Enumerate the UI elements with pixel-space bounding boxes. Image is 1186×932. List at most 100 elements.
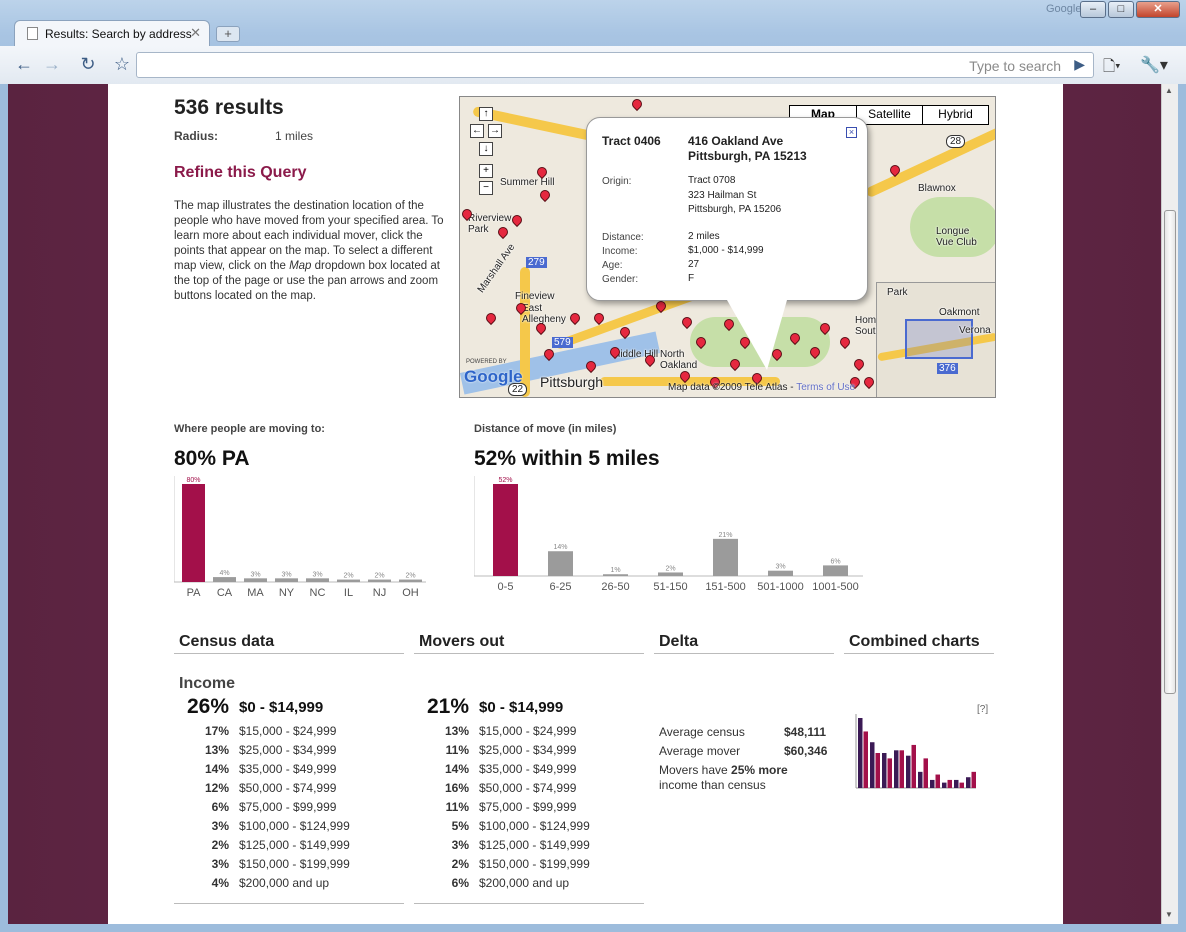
bookmark-star-icon[interactable]: ☆	[113, 54, 131, 74]
map-type-satellite[interactable]: Satellite	[856, 106, 922, 124]
info-gender: F	[688, 273, 695, 284]
census-top-range: $0 - $14,999	[239, 699, 324, 716]
bar	[823, 565, 848, 576]
movers-income-pct: 3%	[451, 838, 469, 852]
help-link[interactable]: [?]	[977, 704, 989, 715]
pan-right-icon[interactable]: →	[488, 124, 502, 138]
bar-value-label: 3%	[250, 571, 260, 578]
census-income-pct: 3%	[211, 857, 229, 871]
route-shield: 22	[508, 383, 528, 396]
category-label: NJ	[373, 587, 386, 599]
map-marker[interactable]	[861, 374, 877, 390]
go-arrow-icon[interactable]: ▶	[1074, 56, 1085, 72]
info-origin: Tract 0708 323 Hailman St Pittsburgh, PA…	[688, 174, 781, 218]
info-income: $1,000 - $14,999	[688, 245, 764, 256]
scroll-up-arrow-icon[interactable]: ▲	[1165, 86, 1173, 95]
delta-summary-post: income than census	[659, 778, 766, 792]
movers-bottom-rule	[414, 903, 644, 904]
maximize-button[interactable]: □	[1108, 1, 1134, 18]
map-label: Pittsburgh	[540, 374, 604, 390]
refine-query-link[interactable]: Refine this Query	[174, 164, 307, 181]
omnibox-hint: Type to search	[969, 58, 1061, 74]
google-watermark: Google	[1046, 3, 1082, 15]
map-label: Summer Hill	[500, 177, 555, 188]
distance-bar-chart: 52% 0-5 14% 6-25 1% 26-50 2% 51-150 21% 151-500 3%…	[474, 476, 863, 593]
combined-bar	[911, 744, 916, 788]
tab-close-icon[interactable]: ✕	[190, 25, 201, 40]
census-income-pct: 3%	[211, 819, 229, 833]
route-shield: 28	[946, 135, 966, 148]
info-age-label: Age:	[602, 260, 623, 271]
pan-down-icon[interactable]: ↓	[479, 142, 493, 156]
pan-left-icon[interactable]: ←	[470, 124, 484, 138]
bar-value-label: 2%	[374, 573, 384, 580]
close-window-button[interactable]: ✕	[1136, 1, 1180, 18]
scrollbar-thumb[interactable]	[1164, 210, 1176, 694]
combined-bar	[858, 718, 863, 788]
radius-value: 1 miles	[275, 129, 314, 143]
browser-toolbar: ← → ↻ ☆ Type to search ▶ 🗋▾ 🔧▾	[0, 46, 1186, 84]
results-count: 536 results	[174, 96, 284, 119]
minimize-button[interactable]: –	[1080, 1, 1106, 18]
zoom-in-icon[interactable]: +	[479, 164, 493, 178]
bar	[768, 570, 793, 576]
bar	[182, 484, 205, 582]
vertical-scrollbar[interactable]: ▲ ▼	[1161, 84, 1178, 924]
pan-up-icon[interactable]: ↑	[479, 107, 493, 121]
bar	[399, 579, 422, 582]
map-label: Verona	[959, 325, 991, 336]
new-tab-button[interactable]: +	[216, 26, 240, 42]
map[interactable]: Map Satellite Hybrid ↑ ← → ↓ + − Summer …	[459, 96, 996, 398]
highway-shield: 579	[552, 337, 573, 348]
delta-summary: Movers have 25% more income than census	[659, 763, 839, 793]
census-income-pct: 13%	[204, 743, 229, 757]
movers-top-range: $0 - $14,999	[479, 699, 564, 716]
browser-tab[interactable]: Results: Search by address ✕	[14, 20, 210, 46]
info-close-icon[interactable]: ×	[846, 127, 857, 138]
bar	[658, 572, 683, 576]
map-label: Longue Vue Club	[936, 226, 977, 248]
info-origin-line: 323 Hailman St	[688, 189, 757, 201]
map-marker[interactable]	[629, 97, 645, 112]
map-type-hybrid[interactable]: Hybrid	[922, 106, 988, 124]
combined-bar-chart	[855, 714, 976, 789]
google-logo[interactable]: Google	[464, 367, 523, 386]
movers-income-pct: 11%	[445, 800, 469, 814]
info-distance: 2 miles	[688, 231, 720, 242]
category-label: NC	[310, 587, 326, 599]
map-marker[interactable]	[679, 314, 695, 330]
wrench-menu-icon[interactable]: 🔧▾	[1140, 57, 1168, 74]
scroll-down-arrow-icon[interactable]: ▼	[1165, 910, 1173, 919]
overview-viewport-box[interactable]	[905, 319, 973, 359]
avg-mover-label: Average mover	[659, 744, 741, 758]
road	[520, 267, 530, 397]
description-map-word: Map	[289, 260, 312, 272]
bar-value-label: 2%	[343, 573, 353, 580]
delta-column-title: Delta	[654, 633, 834, 654]
census-income-range: $25,000 - $34,999	[239, 743, 337, 757]
map-marker[interactable]	[483, 310, 499, 326]
zoom-out-icon[interactable]: −	[479, 181, 493, 195]
combined-bar	[875, 753, 880, 788]
address-bar[interactable]: Type to search ▶	[136, 52, 1094, 78]
destination-chart-subtitle: Where people are moving to:	[174, 423, 325, 435]
page-menu-icon[interactable]: 🗋▾	[1103, 58, 1121, 75]
census-income-range: $125,000 - $149,999	[239, 838, 350, 852]
terms-of-use-link[interactable]: Terms of Use	[796, 382, 856, 393]
back-arrow-icon[interactable]: ←	[15, 54, 33, 74]
map-marker[interactable]	[851, 356, 867, 372]
forward-arrow-icon[interactable]: →	[43, 54, 61, 74]
delta-summary-pre: Movers have	[659, 763, 732, 777]
combined-bar	[899, 750, 904, 788]
overview-map[interactable]: Park Oakmont Verona 376	[876, 282, 995, 397]
movers-income-range: $35,000 - $49,999	[479, 762, 577, 776]
powered-by: POWERED BY	[466, 359, 507, 365]
movers-income-range: $200,000 and up	[479, 876, 570, 890]
map-marker[interactable]	[837, 334, 853, 350]
reload-icon[interactable]: ↻	[80, 54, 96, 74]
bar	[337, 579, 360, 582]
map-marker[interactable]	[567, 310, 583, 326]
census-column-title: Census data	[174, 633, 404, 654]
combined-bar	[918, 771, 923, 788]
map-marker[interactable]	[537, 187, 553, 203]
